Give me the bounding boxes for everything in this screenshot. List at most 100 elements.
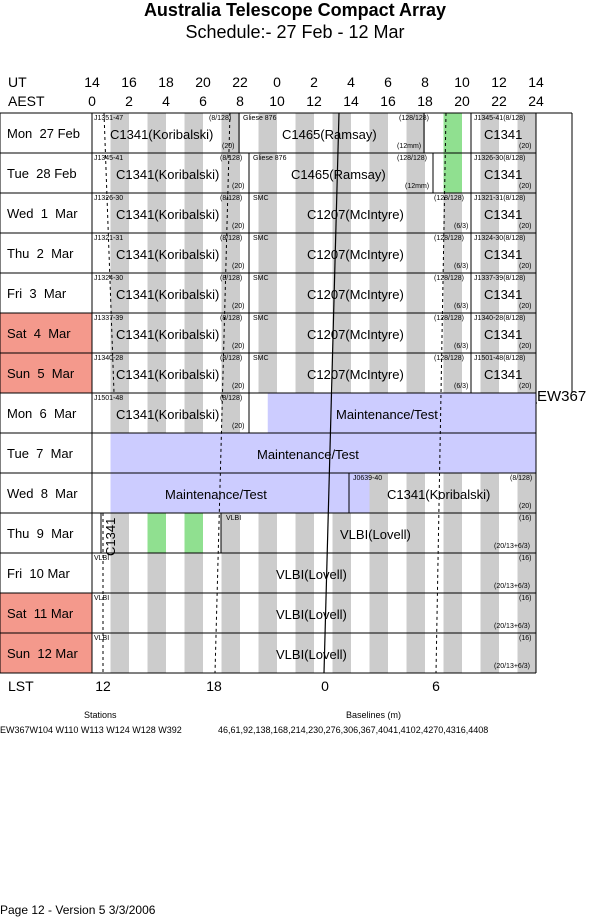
source-label: J1345-41 xyxy=(94,155,124,162)
project-label: VLBI(Lovell) xyxy=(340,527,411,542)
hour-stripe xyxy=(517,153,536,193)
hour-stripe xyxy=(258,113,277,153)
aest-tick: 22 xyxy=(491,93,507,109)
project-label: C1207(McIntyre) xyxy=(307,327,404,342)
ut-tick: 4 xyxy=(347,74,355,90)
hour-stripe xyxy=(184,633,203,673)
source-label: (6/3) xyxy=(454,263,469,270)
source-label: (20) xyxy=(232,183,245,190)
hour-stripe xyxy=(221,273,240,313)
hour-stripe xyxy=(221,553,240,593)
aest-tick: 14 xyxy=(343,93,359,109)
hour-stripe xyxy=(332,593,351,633)
project-label: C1341(Koribalski) xyxy=(116,167,220,182)
project-label: C1341(Koribalski) xyxy=(116,407,220,422)
aest-tick: 8 xyxy=(236,93,244,109)
hour-stripe xyxy=(110,553,129,593)
hour-stripe xyxy=(480,553,499,593)
project-label: VLBI(Lovell) xyxy=(276,647,347,662)
hour-stripe xyxy=(443,593,462,633)
hour-stripe xyxy=(258,593,277,633)
hour-stripe xyxy=(258,553,277,593)
hour-stripe xyxy=(369,233,388,273)
hour-stripe xyxy=(221,313,240,353)
hour-stripe xyxy=(406,513,425,553)
baselines-label: Baselines (m) xyxy=(346,710,402,720)
source-label: (8/128) xyxy=(220,235,243,242)
project-label: C1341(Koribalski) xyxy=(116,207,220,222)
stations-label: Stations xyxy=(84,710,117,720)
day-label: Mon 27 Feb xyxy=(7,125,80,141)
source-label: (128/128) xyxy=(434,355,464,362)
source-label: VLBI xyxy=(94,555,110,562)
hour-stripe xyxy=(369,273,388,313)
hour-stripe xyxy=(406,473,425,513)
project-label: C1341 xyxy=(484,167,523,182)
hour-stripe xyxy=(221,193,240,233)
aest-tick: 2 xyxy=(125,93,133,109)
hour-stripe xyxy=(517,273,536,313)
hour-stripe xyxy=(443,193,462,233)
hour-stripe xyxy=(480,473,499,513)
hour-stripe xyxy=(147,633,166,673)
hour-stripe xyxy=(480,313,499,353)
project-label: Maintenance/Test xyxy=(257,447,359,462)
source-label: (20) xyxy=(232,423,245,430)
hour-stripe xyxy=(480,513,499,553)
source-label: J1324-30 xyxy=(94,275,124,282)
hour-stripe xyxy=(295,553,314,593)
hour-stripe xyxy=(332,313,351,353)
hour-stripe xyxy=(517,633,536,673)
aest-tick: 12 xyxy=(306,93,322,109)
project-label: C1465(Ramsay) xyxy=(291,167,386,182)
source-label: (20) xyxy=(519,303,532,310)
hour-stripe xyxy=(110,193,129,233)
hour-stripe xyxy=(332,553,351,593)
hour-stripe xyxy=(295,593,314,633)
source-label: (6/3) xyxy=(454,343,469,350)
source-label: J1326-30(8/128) xyxy=(474,155,526,162)
ut-tick: 12 xyxy=(491,74,507,90)
source-label: (20/13+6/3) xyxy=(494,663,530,670)
hour-stripe xyxy=(258,273,277,313)
source-label: (16) xyxy=(519,515,532,522)
hour-stripe xyxy=(480,633,499,673)
source-label: J1321-31 xyxy=(94,235,124,242)
lst-tick: 6 xyxy=(432,678,440,694)
hour-stripe xyxy=(147,193,166,233)
hour-stripe xyxy=(332,353,351,393)
project-label: C1341(Koribalski) xyxy=(116,247,220,262)
hour-stripe xyxy=(480,273,499,313)
source-label: (128/128) xyxy=(399,115,429,122)
project-label: Maintenance/Test xyxy=(336,407,438,422)
hour-stripe xyxy=(258,193,277,233)
day-label: Sat 11 Mar xyxy=(7,605,74,621)
stations-value: EW367W104 W110 W113 W124 W128 W392 xyxy=(0,725,182,735)
hour-stripe xyxy=(517,473,536,513)
project-label: Maintenance/Test xyxy=(165,487,267,502)
source-label: (8/128) xyxy=(220,195,243,202)
hour-stripe xyxy=(221,153,240,193)
hour-stripe xyxy=(443,513,462,553)
hour-stripe xyxy=(369,153,388,193)
source-label: (128/128) xyxy=(434,275,464,282)
hour-stripe xyxy=(184,273,203,313)
day-label: Sun 12 Mar xyxy=(7,645,78,661)
hour-stripe xyxy=(110,313,129,353)
hour-stripe xyxy=(110,353,129,393)
hour-stripe xyxy=(369,193,388,233)
hour-stripe xyxy=(184,113,203,153)
lst-tick: 12 xyxy=(95,678,111,694)
hour-stripe xyxy=(369,593,388,633)
ut-tick: 14 xyxy=(84,74,100,90)
source-label: (8/128) xyxy=(510,475,533,482)
project-label: VLBI(Lovell) xyxy=(276,567,347,582)
source-label: (20/13+6/3) xyxy=(494,583,530,590)
source-label: (6/3) xyxy=(454,383,469,390)
hour-stripe xyxy=(332,233,351,273)
project-label: C1465(Ramsay) xyxy=(282,127,377,142)
ut-label: UT xyxy=(8,74,27,90)
page-title: Australia Telescope Compact Array xyxy=(143,0,447,20)
source-label: (20) xyxy=(519,223,532,230)
